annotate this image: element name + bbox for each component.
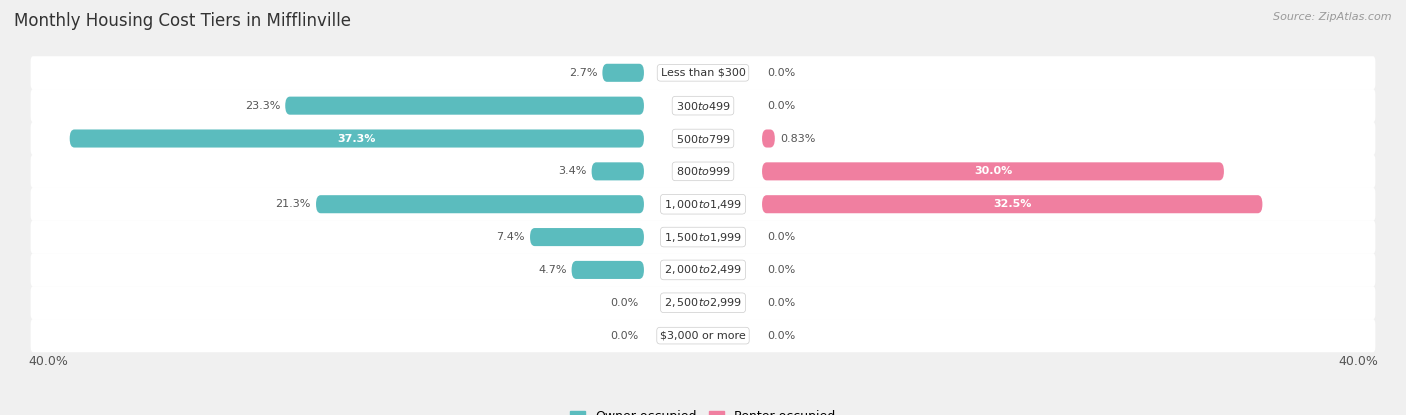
Text: 30.0%: 30.0%: [974, 166, 1012, 176]
FancyBboxPatch shape: [31, 56, 1375, 89]
Text: 0.0%: 0.0%: [768, 265, 796, 275]
Text: 0.0%: 0.0%: [768, 68, 796, 78]
FancyBboxPatch shape: [31, 155, 1375, 188]
Text: 0.0%: 0.0%: [610, 298, 638, 308]
FancyBboxPatch shape: [592, 162, 644, 181]
Text: 7.4%: 7.4%: [496, 232, 524, 242]
Text: $500 to $799: $500 to $799: [675, 132, 731, 144]
FancyBboxPatch shape: [31, 253, 1375, 286]
FancyBboxPatch shape: [31, 286, 1375, 320]
Text: 21.3%: 21.3%: [276, 199, 311, 209]
Text: $1,000 to $1,499: $1,000 to $1,499: [664, 198, 742, 211]
FancyBboxPatch shape: [762, 129, 775, 148]
Text: $800 to $999: $800 to $999: [675, 165, 731, 177]
FancyBboxPatch shape: [70, 129, 644, 148]
Text: $1,500 to $1,999: $1,500 to $1,999: [664, 231, 742, 244]
FancyBboxPatch shape: [762, 195, 1263, 213]
Legend: Owner-occupied, Renter-occupied: Owner-occupied, Renter-occupied: [565, 405, 841, 415]
FancyBboxPatch shape: [602, 64, 644, 82]
Text: 0.0%: 0.0%: [768, 101, 796, 111]
Text: 2.7%: 2.7%: [569, 68, 598, 78]
Text: 0.0%: 0.0%: [768, 298, 796, 308]
Text: 0.0%: 0.0%: [768, 331, 796, 341]
Text: 32.5%: 32.5%: [993, 199, 1032, 209]
Text: $300 to $499: $300 to $499: [675, 100, 731, 112]
Text: 40.0%: 40.0%: [1339, 355, 1378, 368]
Text: 4.7%: 4.7%: [538, 265, 567, 275]
Text: $2,500 to $2,999: $2,500 to $2,999: [664, 296, 742, 309]
Text: 37.3%: 37.3%: [337, 134, 375, 144]
Text: 40.0%: 40.0%: [28, 355, 67, 368]
Text: 3.4%: 3.4%: [558, 166, 586, 176]
Text: Monthly Housing Cost Tiers in Mifflinville: Monthly Housing Cost Tiers in Mifflinvil…: [14, 12, 352, 30]
FancyBboxPatch shape: [572, 261, 644, 279]
Text: $3,000 or more: $3,000 or more: [661, 331, 745, 341]
FancyBboxPatch shape: [285, 97, 644, 115]
Text: $2,000 to $2,499: $2,000 to $2,499: [664, 264, 742, 276]
FancyBboxPatch shape: [530, 228, 644, 246]
FancyBboxPatch shape: [316, 195, 644, 213]
FancyBboxPatch shape: [31, 188, 1375, 221]
Text: Less than $300: Less than $300: [661, 68, 745, 78]
FancyBboxPatch shape: [31, 89, 1375, 122]
FancyBboxPatch shape: [31, 319, 1375, 352]
Text: 0.83%: 0.83%: [780, 134, 815, 144]
FancyBboxPatch shape: [762, 162, 1223, 181]
Text: Source: ZipAtlas.com: Source: ZipAtlas.com: [1274, 12, 1392, 22]
Text: 23.3%: 23.3%: [245, 101, 280, 111]
Text: 0.0%: 0.0%: [610, 331, 638, 341]
Text: 0.0%: 0.0%: [768, 232, 796, 242]
FancyBboxPatch shape: [31, 122, 1375, 155]
FancyBboxPatch shape: [31, 220, 1375, 254]
